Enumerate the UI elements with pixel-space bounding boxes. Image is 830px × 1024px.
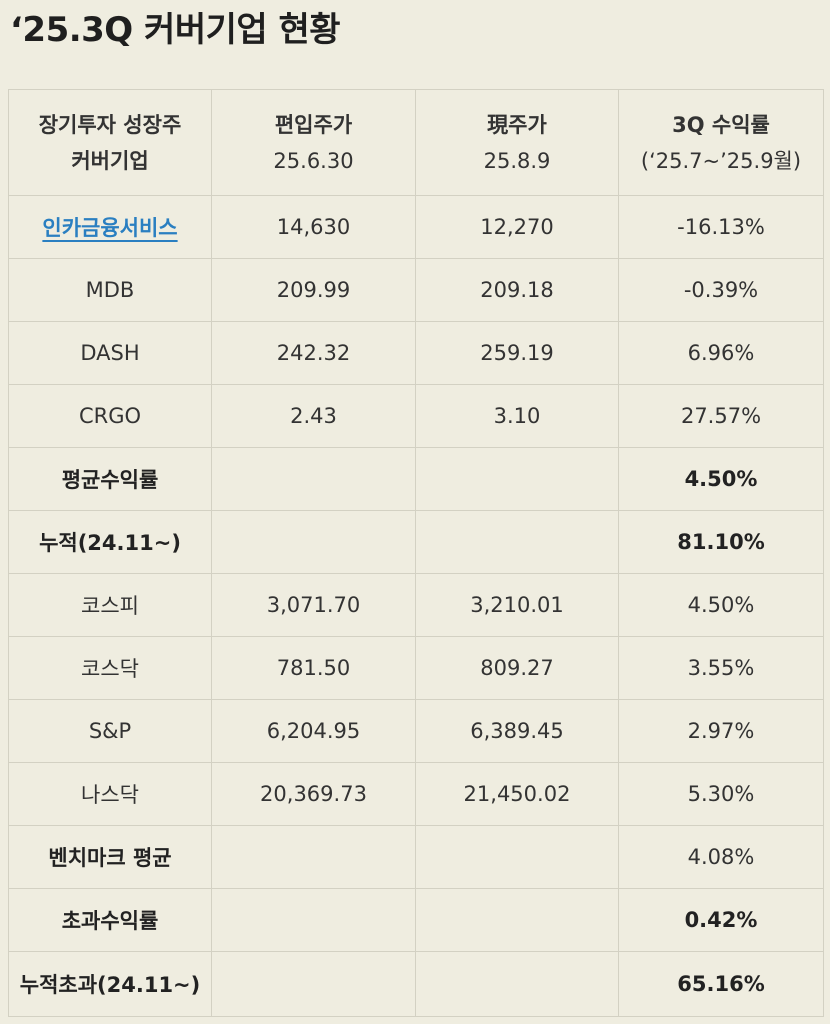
table-row: S&P 6,204.95 6,389.45 2.97% — [8, 699, 824, 763]
current-price-cell: 6,389.45 — [415, 699, 619, 763]
current-price-cell: 3,210.01 — [415, 573, 619, 637]
header-current-price-line1: 現주가 — [487, 112, 547, 137]
header-company-line1: 장기투자 성장주 — [38, 112, 182, 137]
summary-label: 초과수익률 — [8, 888, 212, 952]
header-return: 3Q 수익률 (‘25.7~’25.9월) — [618, 89, 824, 196]
current-price-cell — [415, 825, 619, 889]
table-row: DASH 242.32 259.19 6.96% — [8, 321, 824, 385]
coverage-table: 장기투자 성장주 커버기업 편입주가 25.6.30 現주가 25.8.9 3Q… — [8, 89, 824, 1017]
summary-row-excess: 초과수익률 0.42% — [8, 888, 824, 952]
table-header-row: 장기투자 성장주 커버기업 편입주가 25.6.30 現주가 25.8.9 3Q… — [8, 89, 824, 196]
table-row: MDB 209.99 209.18 -0.39% — [8, 258, 824, 322]
return-cell: 3.55% — [618, 636, 824, 700]
return-cell: 5.30% — [618, 762, 824, 826]
buy-price-cell: 2.43 — [211, 384, 416, 448]
header-return-line1: 3Q 수익률 — [672, 112, 770, 137]
return-cell: 6.96% — [618, 321, 824, 385]
index-cell: 코스닥 — [8, 636, 212, 700]
current-price-cell: 809.27 — [415, 636, 619, 700]
summary-row-cumulative: 누적(24.11~) 81.10% — [8, 510, 824, 574]
company-cell: DASH — [8, 321, 212, 385]
summary-label: 누적(24.11~) — [8, 510, 212, 574]
table-row: 인카금융서비스 14,630 12,270 -16.13% — [8, 195, 824, 259]
summary-return: 4.08% — [618, 825, 824, 889]
company-cell: CRGO — [8, 384, 212, 448]
summary-row-benchmark: 벤치마크 평균 4.08% — [8, 825, 824, 889]
current-price-cell: 21,450.02 — [415, 762, 619, 826]
header-buy-price: 편입주가 25.6.30 — [211, 89, 416, 196]
table-row: 나스닥 20,369.73 21,450.02 5.30% — [8, 762, 824, 826]
current-price-cell: 209.18 — [415, 258, 619, 322]
return-cell: -0.39% — [618, 258, 824, 322]
summary-label: 누적초과(24.11~) — [8, 951, 212, 1017]
table-row: 코스닥 781.50 809.27 3.55% — [8, 636, 824, 700]
return-cell: -16.13% — [618, 195, 824, 259]
header-current-price-line2: 25.8.9 — [483, 148, 551, 173]
buy-price-cell — [211, 510, 416, 574]
buy-price-cell — [211, 447, 416, 511]
buy-price-cell — [211, 888, 416, 952]
summary-return: 4.50% — [618, 447, 824, 511]
current-price-cell — [415, 888, 619, 952]
page-title: ‘25.3Q 커버기업 현황 — [10, 10, 341, 50]
buy-price-cell: 6,204.95 — [211, 699, 416, 763]
buy-price-cell: 14,630 — [211, 195, 416, 259]
summary-return: 81.10% — [618, 510, 824, 574]
table-row: CRGO 2.43 3.10 27.57% — [8, 384, 824, 448]
return-cell: 27.57% — [618, 384, 824, 448]
return-cell: 4.50% — [618, 573, 824, 637]
buy-price-cell: 781.50 — [211, 636, 416, 700]
summary-return: 65.16% — [618, 951, 824, 1017]
current-price-cell: 3.10 — [415, 384, 619, 448]
header-buy-price-line2: 25.6.30 — [273, 148, 354, 173]
header-company: 장기투자 성장주 커버기업 — [8, 89, 212, 196]
buy-price-cell — [211, 951, 416, 1017]
return-cell: 2.97% — [618, 699, 824, 763]
company-cell[interactable]: 인카금융서비스 — [8, 195, 212, 259]
buy-price-cell: 3,071.70 — [211, 573, 416, 637]
header-current-price: 現주가 25.8.9 — [415, 89, 619, 196]
buy-price-cell: 209.99 — [211, 258, 416, 322]
buy-price-cell: 242.32 — [211, 321, 416, 385]
table-row: 코스피 3,071.70 3,210.01 4.50% — [8, 573, 824, 637]
summary-return: 0.42% — [618, 888, 824, 952]
index-cell: 나스닥 — [8, 762, 212, 826]
header-return-line2: (‘25.7~’25.9월) — [640, 148, 802, 173]
index-cell: 코스피 — [8, 573, 212, 637]
current-price-cell: 12,270 — [415, 195, 619, 259]
company-link[interactable]: 인카금융서비스 — [42, 216, 178, 240]
current-price-cell: 259.19 — [415, 321, 619, 385]
current-price-cell — [415, 951, 619, 1017]
summary-row-average: 평균수익률 4.50% — [8, 447, 824, 511]
summary-label: 벤치마크 평균 — [8, 825, 212, 889]
summary-label: 평균수익률 — [8, 447, 212, 511]
header-company-line2: 커버기업 — [71, 148, 149, 173]
index-cell: S&P — [8, 699, 212, 763]
buy-price-cell — [211, 825, 416, 889]
current-price-cell — [415, 510, 619, 574]
header-buy-price-line1: 편입주가 — [274, 112, 353, 137]
buy-price-cell: 20,369.73 — [211, 762, 416, 826]
summary-row-cumulative-excess: 누적초과(24.11~) 65.16% — [8, 951, 824, 1017]
company-cell: MDB — [8, 258, 212, 322]
current-price-cell — [415, 447, 619, 511]
